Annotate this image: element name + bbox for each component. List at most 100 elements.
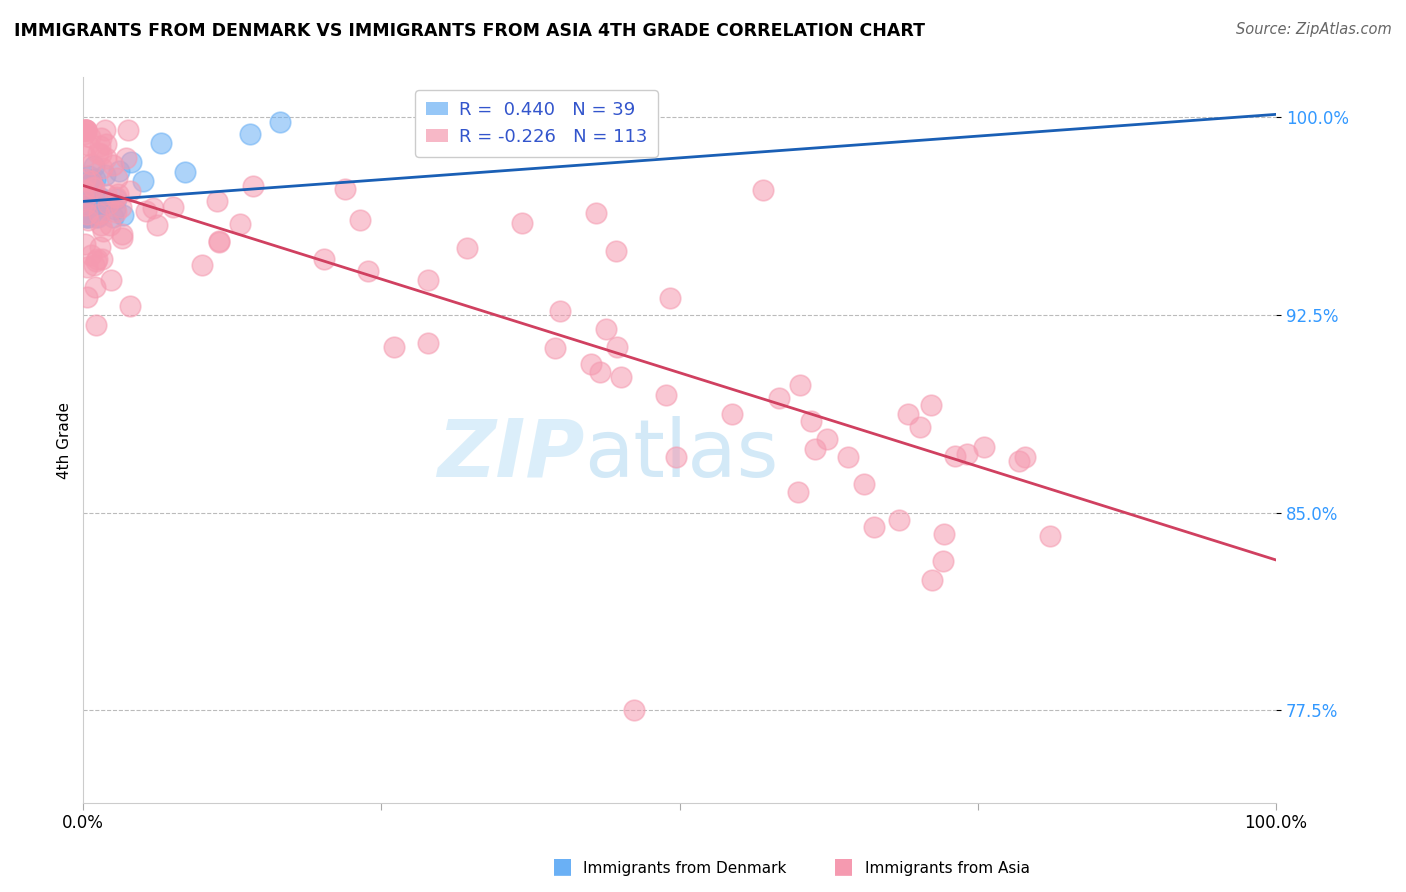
Point (80, 174, 103, 188)
Legend: R =  0.440   N = 39, R = -0.226   N = 113: R = 0.440 N = 39, R = -0.226 N = 113 (415, 90, 658, 157)
Point (768, 391, 790, 405)
Point (87, 210, 110, 224)
Point (456, 241, 478, 255)
Point (314, 252, 336, 266)
Point (76, 210, 98, 224)
Point (897, 407, 920, 421)
Point (77, 210, 100, 224)
Point (84, 254, 107, 268)
Point (84, 199, 107, 213)
Point (94, 187, 117, 202)
Point (77, 169, 100, 183)
Point (73, 176, 96, 190)
Point (80, 248, 103, 262)
Point (76, 210, 98, 224)
Point (111, 227, 134, 242)
Point (889, 513, 911, 527)
Point (932, 527, 955, 541)
Point (837, 450, 859, 465)
Point (108, 164, 131, 178)
Point (73, 192, 96, 206)
Point (105, 190, 128, 204)
Point (804, 442, 827, 457)
Point (87, 207, 110, 221)
Text: ■: ■ (834, 856, 853, 876)
Point (120, 154, 142, 169)
Point (862, 520, 884, 534)
Point (239, 127, 262, 141)
Point (610, 370, 633, 384)
Point (91, 224, 114, 238)
Point (73, 197, 96, 211)
Point (208, 234, 231, 248)
Point (89, 239, 111, 253)
Point (544, 341, 567, 355)
Point (595, 322, 617, 336)
Point (149, 136, 172, 150)
Point (80, 175, 103, 189)
Point (82, 180, 104, 194)
Point (579, 357, 602, 371)
Point (94, 123, 117, 137)
Point (110, 201, 132, 215)
Point (229, 217, 252, 231)
Point (349, 213, 371, 227)
Point (208, 235, 231, 250)
Point (956, 447, 979, 461)
Point (89, 194, 111, 208)
Point (73, 123, 96, 137)
Point (75, 123, 97, 137)
Point (973, 440, 995, 454)
Point (77, 182, 100, 196)
Point (142, 201, 165, 215)
Point (665, 450, 688, 465)
Point (104, 205, 127, 219)
Point (418, 273, 440, 287)
Point (84, 280, 107, 294)
Point (720, 407, 742, 421)
Point (132, 174, 155, 188)
Point (269, 115, 291, 129)
Point (117, 123, 139, 137)
Point (73, 209, 96, 223)
Point (76, 206, 98, 220)
Point (90, 191, 112, 205)
Point (73, 237, 96, 252)
Point (1039, 529, 1062, 543)
Point (96, 194, 118, 209)
Text: Source: ZipAtlas.com: Source: ZipAtlas.com (1236, 22, 1392, 37)
Point (76, 260, 98, 274)
Point (104, 192, 127, 206)
Point (162, 200, 184, 214)
Point (135, 203, 157, 218)
Point (357, 264, 380, 278)
Point (80, 207, 103, 221)
Point (75, 123, 97, 137)
Point (75, 180, 97, 194)
Point (115, 152, 138, 166)
Point (87, 146, 110, 161)
Point (96, 151, 118, 165)
Point (191, 258, 214, 272)
Point (910, 419, 932, 434)
Y-axis label: 4th Grade: 4th Grade (58, 401, 72, 478)
Point (96, 136, 118, 151)
Text: ZIP: ZIP (437, 416, 585, 493)
Point (94, 168, 117, 182)
Point (920, 398, 942, 412)
Point (90, 219, 112, 233)
Point (80, 191, 103, 205)
Point (77, 180, 100, 194)
Point (605, 244, 627, 259)
Point (120, 299, 142, 313)
Point (90, 147, 112, 161)
Point (76, 290, 98, 304)
Point (105, 170, 128, 185)
Point (101, 210, 124, 224)
Point (79, 178, 101, 193)
Point (943, 449, 966, 463)
Point (83, 202, 105, 216)
Point (76, 213, 98, 227)
Point (585, 206, 607, 220)
Point (73, 123, 96, 137)
